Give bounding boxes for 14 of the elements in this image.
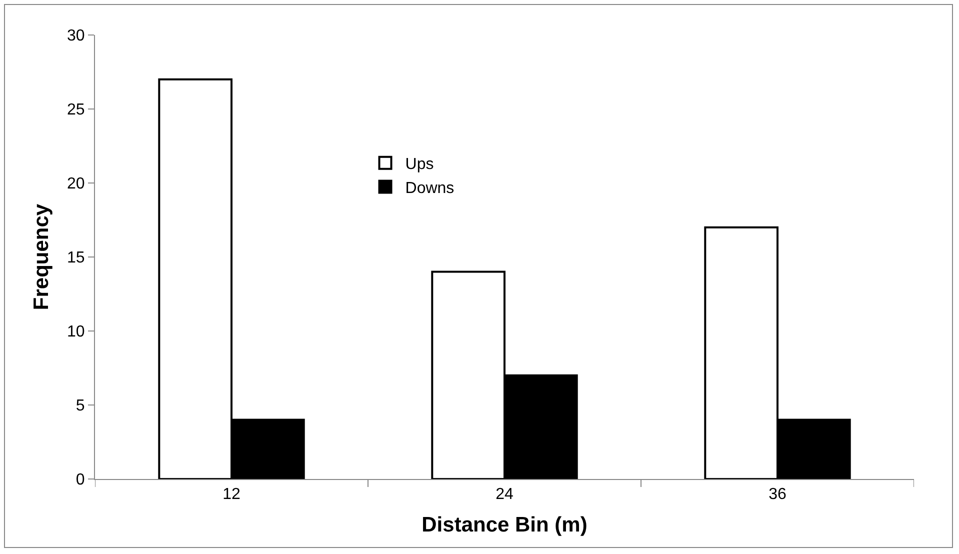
legend-label: Ups <box>405 156 434 174</box>
y-tick-label: 15 <box>67 250 85 267</box>
x-tick-label: 12 <box>222 486 240 504</box>
y-tick-label: 20 <box>67 176 85 193</box>
y-tick-label: 5 <box>76 398 85 415</box>
y-tick-label: 0 <box>76 472 85 489</box>
y-tick-label: 10 <box>67 324 85 341</box>
legend-label: Downs <box>405 180 454 197</box>
y-tick-label: 30 <box>67 28 85 45</box>
x-axis-title: Distance Bin (m) <box>422 513 588 536</box>
x-tick-label: 24 <box>496 486 514 504</box>
y-axis-title: Frequency <box>30 204 54 310</box>
x-tick-label: 36 <box>768 486 786 504</box>
y-tick-label: 25 <box>67 102 85 119</box>
